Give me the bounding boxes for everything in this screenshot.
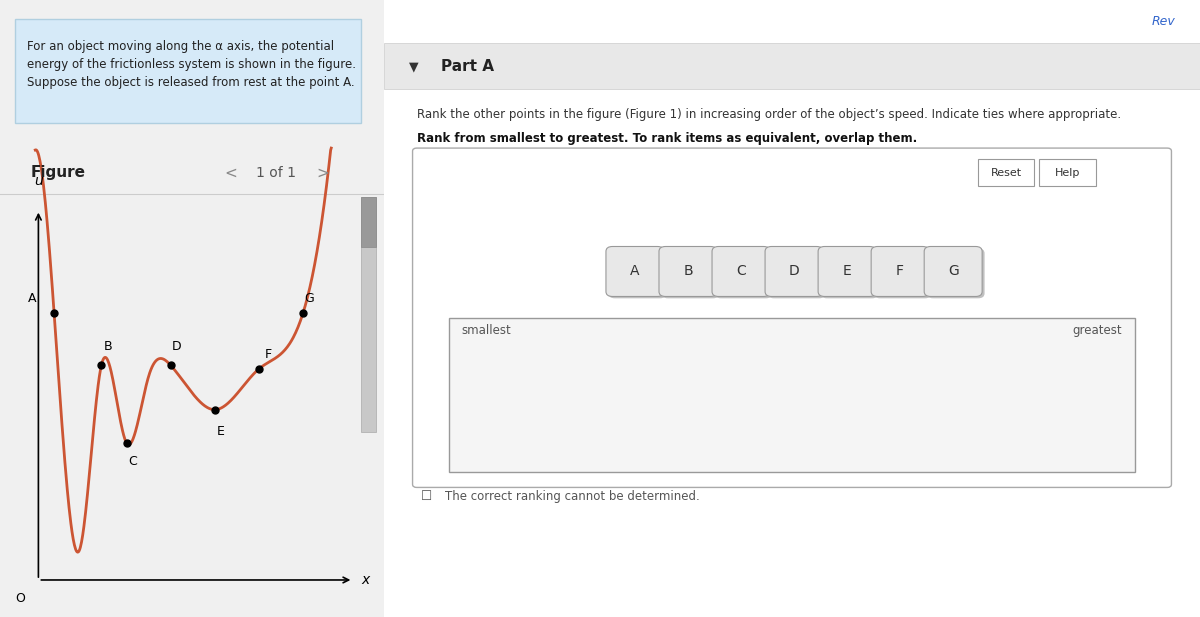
Text: O: O: [16, 592, 25, 605]
FancyBboxPatch shape: [16, 19, 361, 123]
Text: D: D: [788, 265, 799, 278]
FancyBboxPatch shape: [766, 246, 823, 296]
FancyBboxPatch shape: [926, 248, 984, 298]
Text: Rev: Rev: [1152, 15, 1176, 28]
FancyBboxPatch shape: [361, 197, 377, 432]
Text: For an object moving along the α axis, the potential
energy of the frictionless : For an object moving along the α axis, t…: [26, 40, 356, 89]
FancyBboxPatch shape: [978, 159, 1034, 186]
Text: E: E: [842, 265, 852, 278]
Text: D: D: [172, 340, 181, 354]
FancyBboxPatch shape: [712, 246, 770, 296]
FancyBboxPatch shape: [659, 246, 716, 296]
Text: B: B: [103, 340, 112, 354]
Text: G: G: [305, 292, 314, 305]
Text: <: <: [224, 165, 236, 180]
FancyBboxPatch shape: [818, 246, 876, 296]
Text: B: B: [683, 265, 692, 278]
Text: Rank the other points in the figure (Figure 1) in increasing order of the object: Rank the other points in the figure (Fig…: [416, 107, 1121, 121]
FancyBboxPatch shape: [413, 148, 1171, 487]
FancyBboxPatch shape: [874, 248, 931, 298]
Text: F: F: [896, 265, 904, 278]
Text: F: F: [265, 347, 272, 361]
FancyBboxPatch shape: [361, 197, 377, 247]
FancyBboxPatch shape: [608, 248, 666, 298]
Text: Help: Help: [1055, 168, 1080, 178]
Text: C: C: [736, 265, 746, 278]
Text: Part A: Part A: [442, 59, 494, 74]
FancyBboxPatch shape: [871, 246, 929, 296]
FancyBboxPatch shape: [449, 318, 1135, 472]
FancyBboxPatch shape: [924, 246, 982, 296]
Text: C: C: [128, 455, 137, 468]
Text: smallest: smallest: [462, 324, 511, 337]
FancyBboxPatch shape: [384, 43, 1200, 89]
Text: >: >: [316, 165, 329, 180]
Text: greatest: greatest: [1073, 324, 1122, 337]
Text: ▼: ▼: [408, 60, 418, 73]
FancyBboxPatch shape: [384, 0, 1200, 617]
FancyBboxPatch shape: [661, 248, 719, 298]
Text: x: x: [361, 573, 370, 587]
Text: A: A: [630, 265, 640, 278]
Text: Reset: Reset: [991, 168, 1021, 178]
Text: ☐: ☐: [421, 490, 432, 503]
Text: u: u: [34, 174, 43, 188]
FancyBboxPatch shape: [714, 248, 773, 298]
Text: 1 of 1: 1 of 1: [257, 166, 296, 180]
FancyBboxPatch shape: [768, 248, 826, 298]
Text: E: E: [217, 425, 224, 439]
FancyBboxPatch shape: [1039, 159, 1096, 186]
Text: G: G: [948, 265, 959, 278]
FancyBboxPatch shape: [606, 246, 664, 296]
Text: The correct ranking cannot be determined.: The correct ranking cannot be determined…: [445, 490, 700, 503]
Text: A: A: [28, 292, 36, 305]
Text: Figure: Figure: [31, 165, 85, 180]
FancyBboxPatch shape: [821, 248, 878, 298]
Text: Rank from smallest to greatest. To rank items as equivalent, overlap them.: Rank from smallest to greatest. To rank …: [416, 132, 917, 146]
